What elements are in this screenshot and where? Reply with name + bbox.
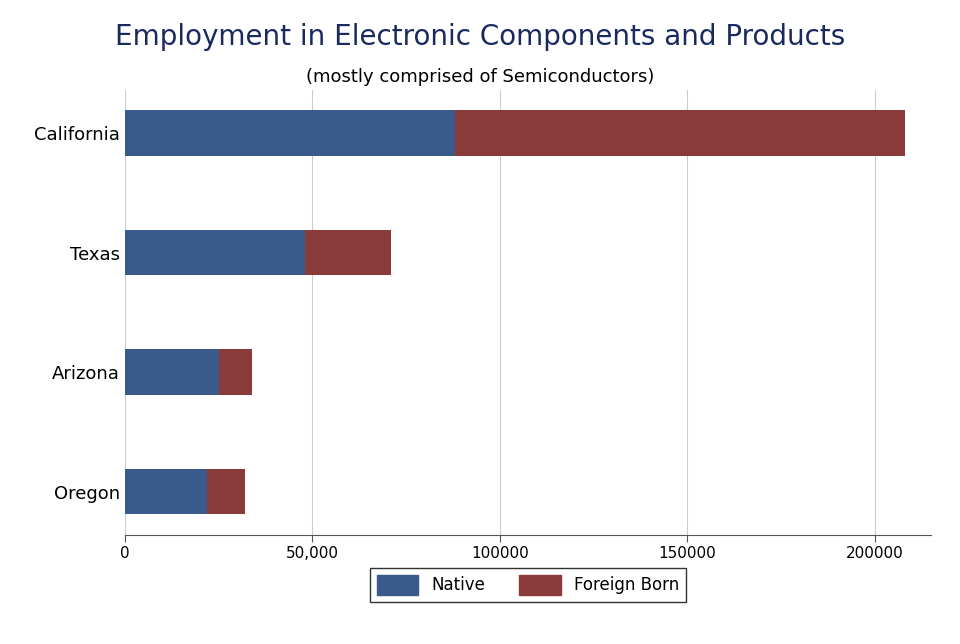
Bar: [207, 469, 245, 515]
Bar: [125, 230, 305, 275]
Text: Employment in Electronic Components and Products: Employment in Electronic Components and …: [115, 23, 845, 50]
Legend: Native, Foreign Born: Native, Foreign Born: [371, 568, 685, 601]
Bar: [125, 110, 455, 156]
Bar: [219, 350, 252, 395]
Bar: [305, 230, 391, 275]
Bar: [125, 469, 207, 515]
Bar: [455, 110, 905, 156]
Text: (mostly comprised of Semiconductors): (mostly comprised of Semiconductors): [306, 68, 654, 86]
Bar: [125, 350, 219, 395]
